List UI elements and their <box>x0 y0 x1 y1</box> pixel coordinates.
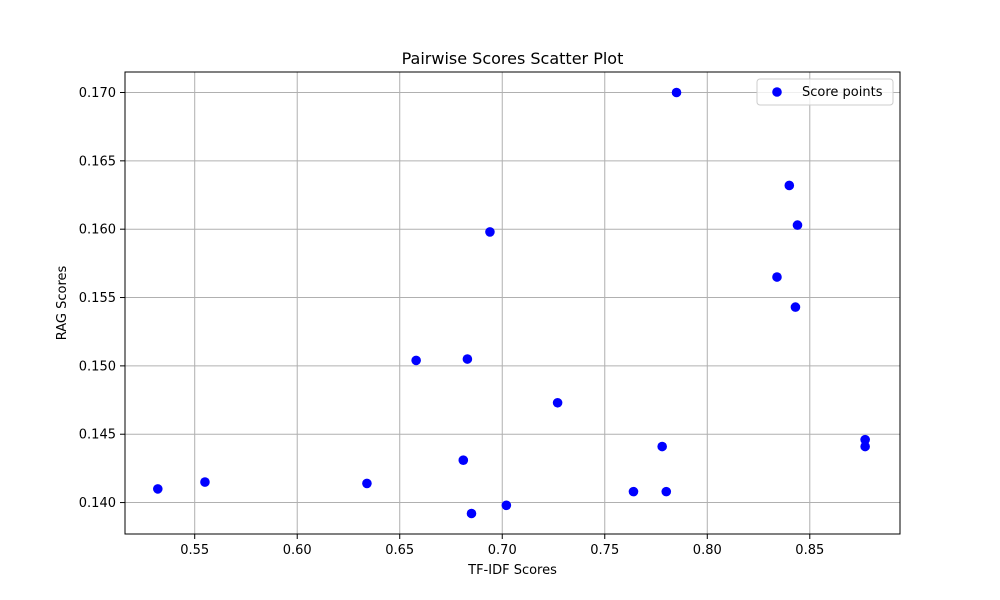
data-point <box>772 272 782 282</box>
data-point <box>501 500 512 511</box>
data-point <box>200 477 210 487</box>
x-axis-label: TF-IDF Scores <box>467 563 557 578</box>
data-point <box>462 354 473 364</box>
y-tick-label: 0.160 <box>79 223 116 238</box>
legend-marker <box>772 87 782 97</box>
legend-box <box>756 78 894 106</box>
y-tick-label: 0.150 <box>79 359 116 374</box>
y-tick-label: 0.155 <box>79 291 116 306</box>
chart-title: Pairwise Scores Scatter Plot <box>402 49 624 68</box>
data-point <box>362 478 372 489</box>
x-tick-label: 0.80 <box>693 543 722 558</box>
y-axis-ticks: 0.140 0.145 0.150 0.155 0.160 0.165 0.170 <box>79 86 125 511</box>
y-tick-label: 0.140 <box>79 496 116 511</box>
plot-area-frame <box>124 71 901 535</box>
data-point <box>661 486 672 497</box>
y-axis-label: RAG Scores <box>55 265 70 340</box>
data-point <box>411 355 421 366</box>
data-point <box>784 180 795 191</box>
x-tick-label: 0.65 <box>385 543 414 558</box>
legend: Score points <box>756 78 894 106</box>
y-tick-label: 0.165 <box>79 154 116 169</box>
data-point <box>466 508 477 519</box>
data-point <box>792 220 803 230</box>
x-tick-label: 0.85 <box>795 543 824 558</box>
y-tick-label: 0.145 <box>79 428 116 443</box>
grid <box>125 72 900 534</box>
data-point <box>628 486 639 497</box>
data-point <box>657 441 667 452</box>
data-point <box>485 227 495 237</box>
data-points <box>153 87 870 519</box>
x-tick-label: 0.75 <box>590 543 619 558</box>
data-point <box>860 441 870 452</box>
x-axis-ticks: 0.55 0.60 0.65 0.70 0.75 0.80 0.85 <box>180 534 824 558</box>
data-point <box>860 434 870 445</box>
x-tick-label: 0.55 <box>180 543 209 558</box>
x-tick-label: 0.60 <box>283 543 312 558</box>
data-point <box>458 455 469 465</box>
data-point <box>671 87 682 98</box>
data-point <box>790 302 801 312</box>
data-point <box>153 484 163 494</box>
x-tick-label: 0.70 <box>488 543 517 558</box>
y-tick-label: 0.170 <box>79 86 116 101</box>
data-point <box>552 397 563 408</box>
legend-label: Score points <box>802 85 883 100</box>
